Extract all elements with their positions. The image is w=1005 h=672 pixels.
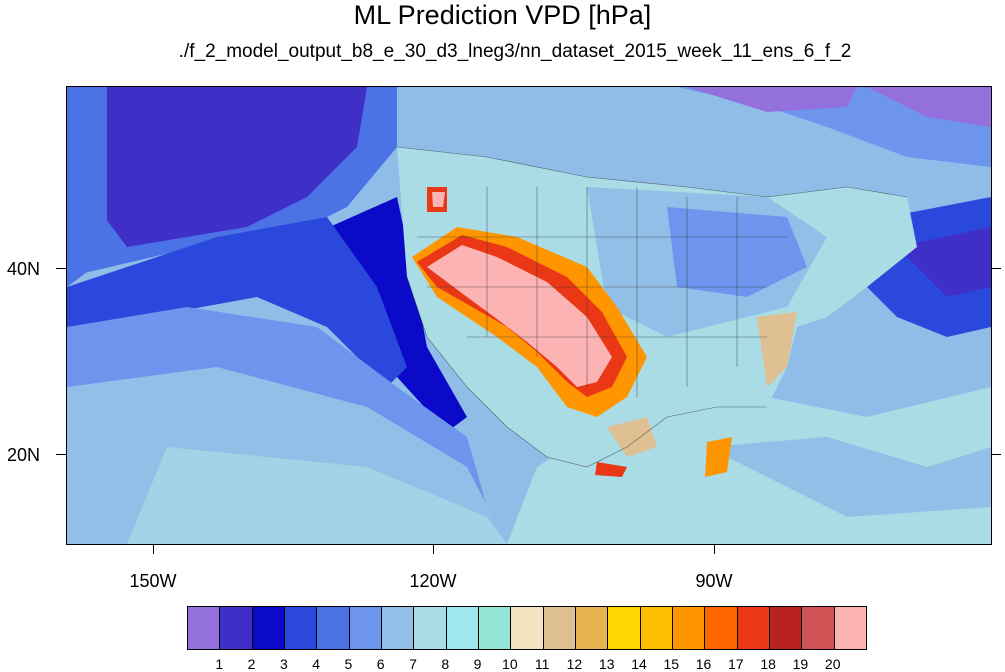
- colorbar-tick-label: 10: [502, 656, 518, 672]
- colorbar-tick-label: 6: [376, 656, 385, 672]
- colorbar-tick-label: 16: [695, 656, 712, 672]
- lon-label-120w: 120W: [409, 571, 457, 591]
- colorbar-swatch: [252, 607, 285, 649]
- map-title: ML Prediction VPD [hPa]: [353, 0, 652, 30]
- colorbar-swatch: [705, 607, 738, 649]
- lat-tick-left-20n: [56, 454, 66, 455]
- vpd-contour-field: [67, 87, 991, 544]
- colorbar-swatch: [220, 607, 253, 649]
- vpd-map: [66, 86, 992, 545]
- colorbar-tick-label: 17: [728, 656, 744, 672]
- colorbar-tick-label: 1: [215, 656, 224, 672]
- colorbar-swatch: [640, 607, 673, 649]
- colorbar-swatch: [608, 607, 641, 649]
- colorbar-swatch: [834, 607, 866, 649]
- lat-label-20n: 20N: [6, 445, 40, 465]
- colorbar: [187, 606, 867, 650]
- colorbar-swatch: [188, 607, 221, 649]
- lon-label-150w: 150W: [129, 571, 177, 591]
- colorbar-tick-label: 5: [344, 656, 353, 672]
- map-subtitle: ./f_2_model_output_b8_e_30_d3_lneg3/nn_d…: [178, 41, 852, 62]
- colorbar-swatch: [478, 607, 512, 649]
- colorbar-swatch: [802, 607, 835, 649]
- lat-tick-right-20n: [991, 454, 1001, 455]
- colorbar-tick-label: 12: [566, 656, 583, 672]
- colorbar-tick-label: 14: [631, 656, 647, 672]
- lat-tick-left-40n: [56, 268, 66, 269]
- colorbar-swatch: [317, 607, 350, 649]
- colorbar-swatch: [575, 607, 609, 649]
- colorbar-swatch: [414, 607, 447, 649]
- lon-tick-90w: [714, 544, 715, 554]
- colorbar-swatch: [672, 607, 706, 649]
- colorbar-tick-label: 2: [247, 656, 256, 672]
- colorbar-tick-label: 8: [441, 656, 450, 672]
- colorbar-swatch: [511, 607, 544, 649]
- lon-label-90w: 90W: [695, 571, 733, 591]
- colorbar-tick-label: 15: [663, 656, 680, 672]
- colorbar-tick-label: 11: [534, 656, 550, 672]
- lat-tick-right-40n: [991, 268, 1001, 269]
- lon-tick-120w: [433, 544, 434, 554]
- colorbar-tick-label: 3: [279, 656, 288, 672]
- colorbar-swatch: [543, 607, 576, 649]
- lon-tick-150w: [153, 544, 154, 554]
- colorbar-swatch: [284, 607, 318, 649]
- colorbar-tick-label: 20: [824, 656, 841, 672]
- colorbar-swatch: [381, 607, 415, 649]
- colorbar-swatch: [769, 607, 803, 649]
- colorbar-tick-label: 7: [409, 656, 417, 672]
- colorbar-swatch: [446, 607, 479, 649]
- colorbar-tick-label: 19: [792, 656, 809, 672]
- colorbar-tick-label: 4: [312, 656, 321, 672]
- colorbar-swatch: [737, 607, 770, 649]
- lat-label-40n: 40N: [6, 259, 40, 279]
- colorbar-swatch: [349, 607, 382, 649]
- colorbar-tick-label: 9: [473, 656, 482, 672]
- colorbar-tick-label: 13: [598, 656, 615, 672]
- colorbar-tick-label: 18: [760, 656, 776, 672]
